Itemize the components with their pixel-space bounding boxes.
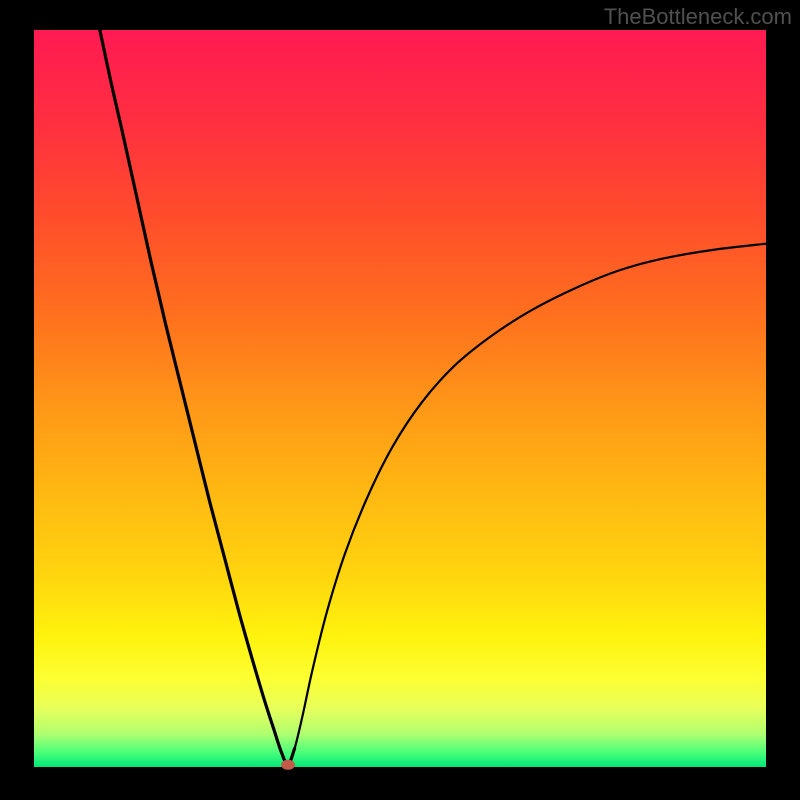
- plot-background: [34, 30, 766, 767]
- chart-container: TheBottleneck.com: [0, 0, 800, 800]
- watermark-label: TheBottleneck.com: [604, 4, 792, 30]
- bottleneck-chart: [0, 0, 800, 800]
- minimum-marker: [281, 760, 295, 770]
